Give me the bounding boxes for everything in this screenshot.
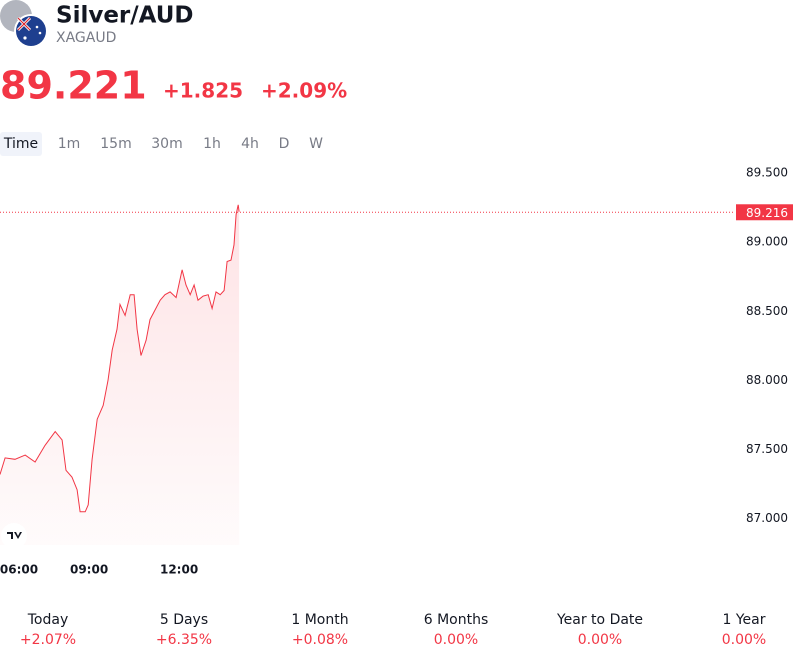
period-change: +0.08% <box>292 632 348 648</box>
change: +1.825 <box>163 79 243 103</box>
interval-tab[interactable]: 1h <box>203 136 221 152</box>
y-tick-label: 88.500 <box>746 304 788 318</box>
last-price-tag <box>736 204 793 221</box>
period-label[interactable]: Today <box>27 612 69 628</box>
period-label[interactable]: 5 Days <box>160 612 208 628</box>
change-percent: +2.09% <box>261 79 347 103</box>
interval-tab[interactable]: D <box>279 136 290 152</box>
title: Silver/AUD <box>56 3 194 29</box>
tv-logo <box>1 523 27 549</box>
y-tick-label: 89.500 <box>746 165 788 179</box>
y-tick-label: 87.000 <box>746 511 788 525</box>
x-tick-label: 06:00 <box>0 563 38 577</box>
y-tick-label: 87.500 <box>746 442 788 456</box>
interval-tab[interactable]: 30m <box>151 136 182 152</box>
last-price-label: 89.216 <box>746 206 788 220</box>
period-label[interactable]: Year to Date <box>556 612 643 628</box>
period-change: 0.00% <box>722 632 766 648</box>
chart: 87.000 87.500 88.000 88.500 89.000 89.500 06:0… <box>0 165 793 577</box>
y-tick-label: 88.000 <box>746 373 788 387</box>
period-change: +2.07% <box>20 632 76 648</box>
interval-tab[interactable]: 4h <box>241 136 259 152</box>
symbol: XAGAUD <box>56 30 116 46</box>
x-tick-label: 09:00 <box>70 563 108 577</box>
interval-tabs: Time 1m 15m 30m 1h 4h D W <box>3 136 323 152</box>
period-label[interactable]: 1 Year <box>723 612 766 628</box>
x-tick-label: 12:00 <box>160 563 198 577</box>
interval-tab[interactable]: 15m <box>100 136 131 152</box>
area <box>0 204 240 546</box>
flags <box>0 0 48 48</box>
period-change: 0.00% <box>578 632 622 648</box>
period-label[interactable]: 1 Month <box>291 612 348 628</box>
interval-tab[interactable]: Time <box>3 136 38 152</box>
active-tab <box>0 132 42 156</box>
y-tick-label: 89.000 <box>746 235 788 249</box>
price-line <box>0 204 240 513</box>
interval-tab[interactable]: W <box>309 136 323 152</box>
performance: Today +2.07% 5 Days +6.35% 1 Month +0.08% 6 Mo… <box>20 612 766 648</box>
period-label[interactable]: 6 Months <box>424 612 489 628</box>
price: 89.221 <box>0 64 147 108</box>
interval-tab[interactable]: 1m <box>58 136 81 152</box>
period-change: 0.00% <box>434 632 478 648</box>
period-change: +6.35% <box>156 632 212 648</box>
